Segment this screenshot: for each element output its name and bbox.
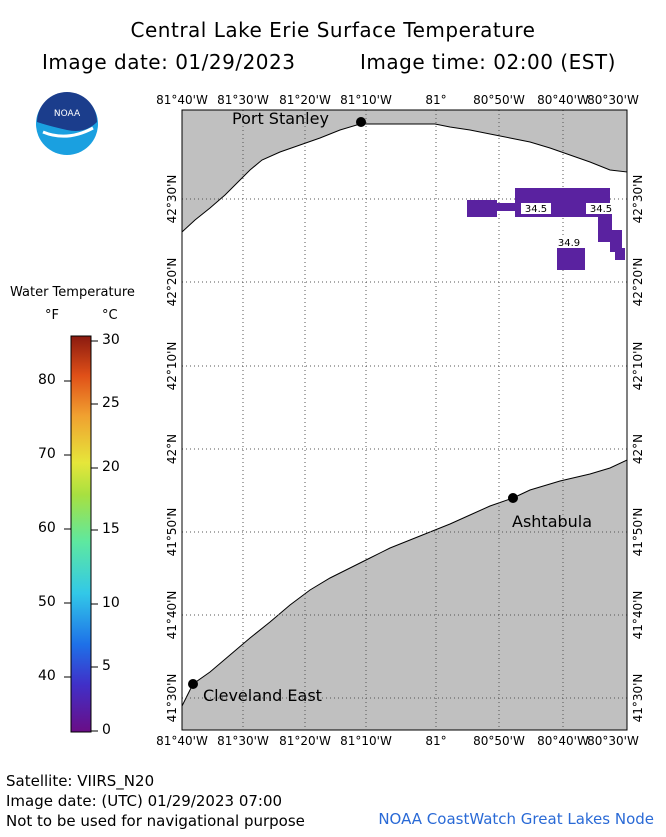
page-title: Central Lake Erie Surface Temperature [130, 18, 536, 42]
bottom-longitude-label: 81°40'W [156, 734, 208, 748]
top-longitude-label: 80°30'W [587, 93, 639, 107]
left-latitude-label: 42°N [165, 434, 179, 464]
top-longitude-label: 80°40'W [537, 93, 589, 107]
legend-title: Water Temperature [10, 285, 135, 300]
legend-f-tick: 60 [38, 520, 56, 536]
credit-link[interactable]: NOAA CoastWatch Great Lakes Node [378, 810, 654, 828]
temperature-pixels [467, 188, 625, 270]
satellite-info: Satellite: VIIRS_N20 [6, 772, 155, 790]
bottom-longitude-label: 80°30'W [587, 734, 639, 748]
bottom-longitude-label: 81°10'W [340, 734, 392, 748]
right-latitude-label: 42°N [631, 434, 645, 464]
bottom-longitude-label: 81°20'W [279, 734, 331, 748]
utc-date-info: Image date: (UTC) 01/29/2023 07:00 [6, 792, 283, 810]
city-port-stanley: Port Stanley [232, 109, 329, 128]
temp-label-2: 34.5 [590, 204, 612, 215]
left-latitude-label: 42°10'N [165, 342, 179, 391]
city-cleveland-east: Cleveland East [203, 686, 322, 705]
right-latitude-label: 41°50'N [631, 508, 645, 557]
legend-c-tick: 15 [102, 521, 120, 537]
south-shore-land [181, 459, 628, 731]
right-latitude-label: 41°40'N [631, 591, 645, 640]
right-latitude-label: 42°20'N [631, 258, 645, 307]
legend-colorbar [64, 335, 98, 733]
noaa-logo-text: NOAA [54, 109, 81, 119]
right-latitude-label: 42°10'N [631, 342, 645, 391]
top-longitude-label: 81°40'W [156, 93, 208, 107]
left-latitude-label: 41°50'N [165, 508, 179, 557]
left-latitude-label: 41°30'N [165, 674, 179, 723]
city-ashtabula: Ashtabula [512, 512, 592, 531]
right-latitude-label: 41°30'N [631, 674, 645, 723]
top-longitude-label: 81° [425, 93, 446, 107]
disclaimer: Not to be used for navigational purpose [6, 812, 305, 830]
legend-c-tick: 10 [102, 595, 120, 611]
port-stanley-marker [356, 117, 366, 127]
legend-c-tick: 25 [102, 395, 120, 411]
image-date: Image date: 01/29/2023 [42, 50, 296, 74]
bottom-longitude-label: 80°40'W [537, 734, 589, 748]
legend-c-tick: 30 [102, 332, 120, 348]
top-longitude-label: 81°20'W [279, 93, 331, 107]
left-latitude-label: 42°20'N [165, 258, 179, 307]
top-longitude-label: 81°10'W [340, 93, 392, 107]
legend-f-tick: 50 [38, 594, 56, 610]
bottom-longitude-label: 80°50'W [473, 734, 525, 748]
legend-unit-f: °F [45, 308, 59, 323]
north-shore-land [181, 109, 628, 234]
legend-unit-c: °C [102, 308, 118, 323]
legend-c-tick: 5 [102, 658, 111, 674]
legend-f-tick: 40 [38, 668, 56, 684]
cleveland-east-marker [188, 679, 198, 689]
left-latitude-label: 41°40'N [165, 591, 179, 640]
image-time: Image time: 02:00 (EST) [360, 50, 616, 74]
bottom-longitude-label: 81° [425, 734, 446, 748]
temperature-label-group: 34.5 34.5 34.9 [521, 203, 616, 249]
ashtabula-marker [508, 493, 518, 503]
legend-c-tick: 0 [102, 722, 111, 738]
bottom-longitude-label: 81°30'W [217, 734, 269, 748]
left-latitude-label: 42°30'N [165, 175, 179, 224]
legend-f-tick: 80 [38, 372, 56, 388]
noaa-logo-icon: NOAA [36, 92, 98, 155]
top-longitude-label: 80°50'W [473, 93, 525, 107]
legend-c-tick: 20 [102, 459, 120, 475]
temp-label-3: 34.9 [558, 238, 580, 249]
top-longitude-label: 81°30'W [217, 93, 269, 107]
legend-f-tick: 70 [38, 446, 56, 462]
right-latitude-label: 42°30'N [631, 175, 645, 224]
temp-label-1: 34.5 [525, 204, 547, 215]
